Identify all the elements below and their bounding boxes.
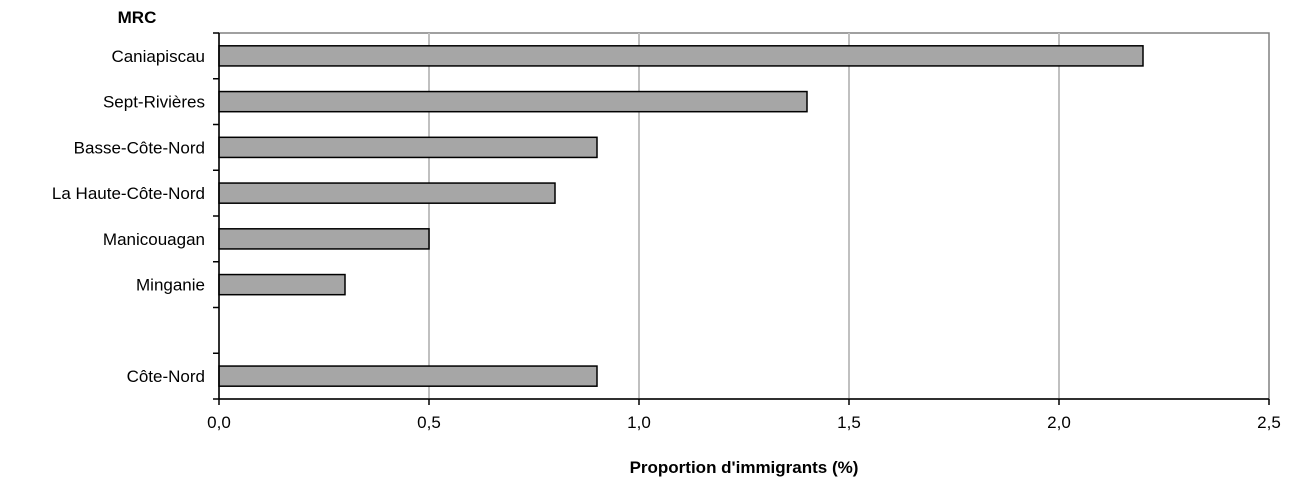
y-tick-label: Manicouagan (103, 230, 205, 249)
y-tick-label: Côte-Nord (127, 367, 205, 386)
bar (218, 90, 808, 113)
bar (218, 182, 556, 204)
x-tick-label: 0,0 (207, 413, 231, 432)
x-axis-title: Proportion d'immigrants (%) (630, 458, 859, 477)
x-tick-label: 2,5 (1257, 413, 1281, 432)
bar (218, 136, 598, 159)
bar (218, 45, 1144, 67)
y-tick-label: Minganie (136, 276, 205, 295)
y-tick-label: Caniapiscau (111, 47, 205, 66)
y-tick-label: La Haute-Côte-Nord (52, 184, 205, 203)
x-tick-label: 1,0 (627, 413, 651, 432)
bar (218, 365, 598, 387)
y-tick-label: Sept-Rivières (103, 93, 205, 112)
y-axis-title: MRC (118, 8, 157, 27)
bar (218, 273, 346, 296)
plot-frame (218, 32, 1270, 400)
x-tick-label: 2,0 (1047, 413, 1071, 432)
x-tick-label: 1,5 (837, 413, 861, 432)
bars (218, 45, 1144, 387)
y-tick-label: Basse-Côte-Nord (74, 138, 205, 157)
bar (218, 228, 430, 250)
y-axis-ticks: Caniapiscau Sept-Rivières Basse-Côte-Nord L… (52, 32, 219, 400)
x-tick-label: 0,5 (417, 413, 441, 432)
x-axis-ticks: 0,0 0,5 1,0 1,5 2,0 2,5 (207, 399, 1281, 432)
